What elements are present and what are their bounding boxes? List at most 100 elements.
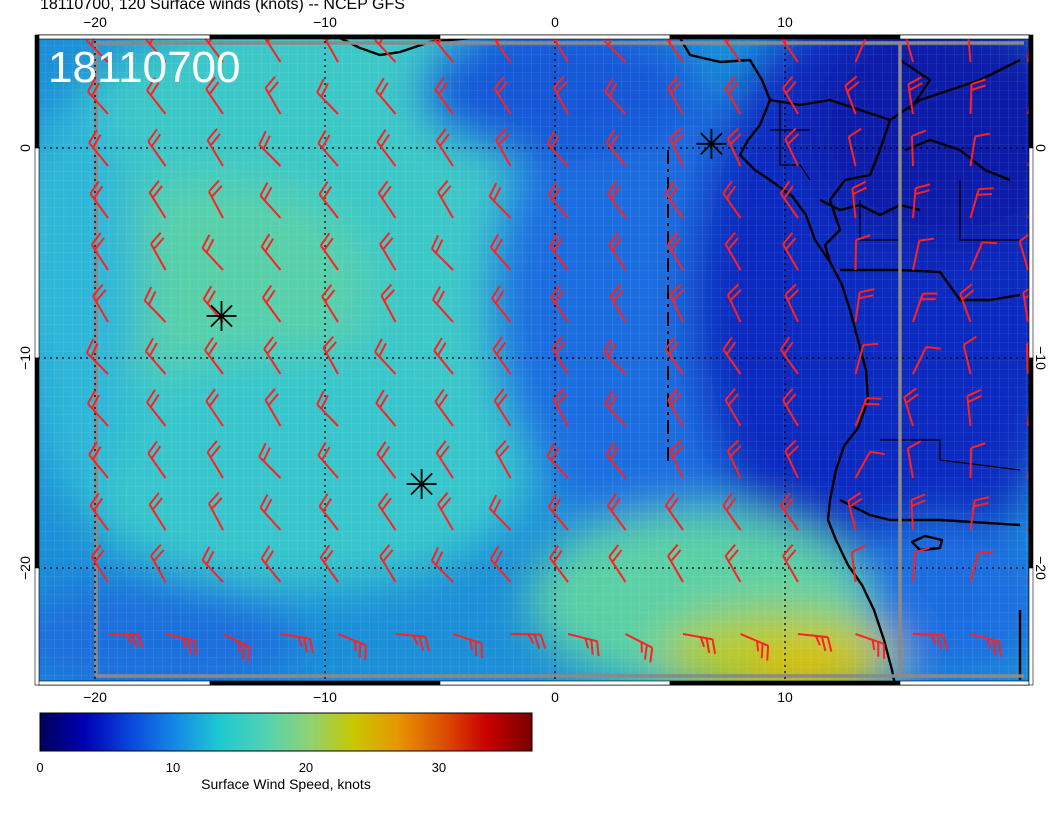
- map-label: 18110700: [48, 43, 241, 92]
- wind-barb: [605, 129, 627, 167]
- wind-barb: [201, 234, 224, 271]
- wind-barb: [262, 284, 282, 323]
- wind-barb: [258, 442, 282, 479]
- wind-barb: [969, 132, 990, 167]
- wind-barb: [969, 241, 998, 271]
- wind-barb: [608, 544, 627, 583]
- wind-barb: [546, 130, 569, 167]
- lat-tick-label-right: −20: [1033, 556, 1049, 580]
- wind-barb: [724, 544, 742, 583]
- wind-barb: [549, 233, 569, 271]
- wind-barb: [318, 181, 339, 219]
- wind-barb: [380, 283, 397, 323]
- colorbar-tick-label: 0: [36, 760, 44, 775]
- wind-barb: [850, 544, 866, 583]
- wind-barb: [546, 442, 569, 479]
- wind-barb: [669, 283, 685, 323]
- wind-barb: [259, 494, 282, 531]
- wind-barb: [89, 492, 109, 531]
- wind-barb: [664, 492, 684, 531]
- storm-marker-icon: [406, 469, 437, 499]
- wind-barb: [724, 76, 742, 115]
- wind-barb: [375, 389, 397, 427]
- wind-barb: [844, 75, 860, 115]
- wind-barb: [437, 180, 454, 219]
- wind-barb: [959, 283, 975, 323]
- wind-barb: [779, 336, 799, 375]
- wind-barb: [89, 180, 109, 219]
- wind-barb: [495, 127, 512, 167]
- wind-barb: [489, 233, 512, 271]
- wind-barb: [319, 544, 339, 583]
- wind-barb: [319, 232, 339, 271]
- wind-barb: [150, 543, 167, 583]
- lon-tick-label-top: −20: [83, 14, 107, 30]
- wind-barb: [669, 127, 685, 167]
- wind-barb: [669, 439, 685, 479]
- wind-barb: [147, 440, 167, 479]
- wind-barb: [495, 439, 512, 479]
- wind-barb: [147, 128, 167, 167]
- lon-tick-label-top: 10: [777, 14, 793, 30]
- wind-barb: [144, 337, 167, 375]
- wind-barb: [907, 76, 923, 115]
- wind-barb: [437, 492, 454, 531]
- lat-tick-label-right: −10: [1033, 346, 1049, 370]
- wind-barb: [779, 492, 799, 531]
- wind-barb: [547, 181, 569, 219]
- wind-barb: [150, 231, 167, 271]
- wind-barb: [969, 496, 990, 531]
- wind-barb: [148, 492, 167, 531]
- wind-barb: [321, 284, 339, 323]
- wind-barb: [92, 284, 109, 323]
- lat-tick-label-left: 0: [17, 144, 33, 152]
- storm-marker-icon: [696, 128, 727, 159]
- wind-barb: [604, 78, 627, 115]
- wind-barb: [854, 342, 879, 375]
- wind-barb: [452, 633, 483, 659]
- storm-markers: [206, 128, 727, 499]
- lon-tick-label-bottom: −10: [313, 689, 337, 705]
- wind-barb: [432, 286, 454, 323]
- colorbar-tick-label: 30: [431, 760, 447, 775]
- wind-barb: [912, 292, 938, 323]
- wind-barbs: [85, 35, 1029, 663]
- page-title: 18110700, 120 Surface winds (knots) -- N…: [40, 0, 405, 13]
- lat-tick-label-left: −10: [17, 346, 33, 370]
- wind-barb: [204, 337, 224, 375]
- wind-barb: [88, 129, 109, 167]
- coastline: [339, 36, 1022, 685]
- wind-barb: [667, 388, 684, 427]
- wind-barb: [205, 388, 224, 427]
- wind-barb: [208, 179, 224, 219]
- wind-barb: [722, 336, 742, 375]
- wind-barb: [547, 493, 569, 531]
- wind-barb: [90, 232, 109, 271]
- wind-barb: [550, 284, 569, 323]
- wind-barb: [260, 545, 282, 583]
- wind-barb: [553, 387, 569, 427]
- wind-barb: [910, 493, 926, 531]
- wind-barb: [1025, 337, 1029, 375]
- colorbar-tick-label: 20: [298, 760, 314, 775]
- wind-barb: [376, 441, 397, 479]
- wind-barb: [726, 283, 742, 323]
- wind-barb: [625, 633, 654, 663]
- wind-barb: [258, 130, 282, 167]
- wind-barb: [912, 633, 949, 650]
- wind-barb: [604, 390, 627, 427]
- wind-barb: [784, 283, 800, 323]
- wind-barb: [488, 494, 512, 531]
- wind-barb: [491, 285, 512, 323]
- wind-barb: [434, 388, 454, 427]
- wind-barb: [667, 76, 684, 115]
- lon-tick-label-bottom: 10: [777, 689, 793, 705]
- wind-barb: [782, 388, 799, 427]
- colorbar-tick-label: 10: [165, 760, 181, 775]
- wind-barb: [434, 76, 454, 115]
- wind-barb: [782, 232, 799, 271]
- wind-barb: [317, 441, 339, 479]
- lat-tick-label-right: 0: [1033, 144, 1049, 152]
- wind-barb: [377, 180, 397, 219]
- wind-barb: [969, 187, 994, 219]
